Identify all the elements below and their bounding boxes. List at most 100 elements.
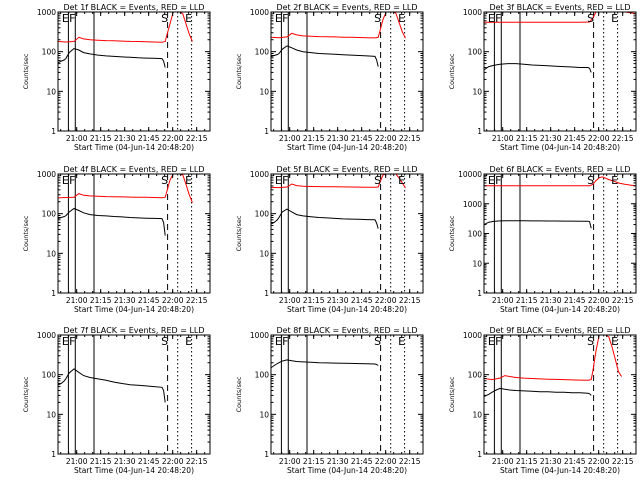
marker-label-s: S [587, 335, 594, 348]
y-axis-label: Counts/sec [22, 53, 30, 89]
y-tick-label: 10 [472, 87, 482, 96]
y-tick-label: 100 [255, 48, 270, 57]
marker-label-f: F [69, 335, 75, 348]
marker-label-s: S [161, 335, 168, 348]
y-tick-label: 10000 [458, 170, 482, 179]
x-tick-label: 22:00 [162, 457, 184, 466]
x-tick-label: 21:15 [303, 457, 325, 466]
series-lld-line [58, 12, 193, 43]
series-events-line [58, 207, 166, 236]
x-tick-label: 22:00 [375, 296, 397, 305]
marker-label-f: F [495, 174, 501, 187]
panel-title: Det 6f BLACK = Events, RED = LLD [489, 165, 630, 174]
x-axis-label: Start Time (04-Jun-14 20:48:20) [500, 143, 620, 152]
panel-data-area [484, 174, 636, 293]
marker-label-e-end: E [611, 174, 618, 187]
y-axis-label: Counts/sec [22, 376, 30, 412]
x-tick-label: 21:00 [279, 457, 301, 466]
x-tick-label: 21:45 [564, 457, 586, 466]
y-tick-label: 10 [259, 249, 269, 258]
series-events-line [271, 45, 379, 67]
series-events-line [271, 208, 379, 229]
y-tick-label: 100 [468, 230, 483, 239]
x-tick-label: 21:15 [90, 134, 112, 143]
y-tick-label: 1000 [37, 331, 56, 340]
x-tick-label: 22:15 [399, 296, 421, 305]
x-tick-label: 22:15 [186, 134, 208, 143]
marker-label-s: S [161, 174, 168, 187]
y-tick-label: 1000 [37, 170, 56, 179]
y-tick-label: 100 [255, 371, 270, 380]
marker-label-e-start: E [488, 335, 495, 348]
x-tick-label: 21:15 [90, 457, 112, 466]
y-tick-label: 1 [51, 127, 56, 136]
x-axis-label: Start Time (04-Jun-14 20:48:20) [287, 305, 407, 314]
x-tick-label: 22:15 [612, 296, 634, 305]
plot-frame [57, 173, 211, 294]
y-tick-label: 10 [46, 410, 56, 419]
plot-frame [57, 11, 211, 132]
x-tick-label: 21:30 [327, 134, 349, 143]
series-events-line [484, 63, 592, 73]
x-tick-label: 21:00 [279, 134, 301, 143]
marker-label-e-end: E [611, 335, 618, 348]
y-tick-label: 1 [264, 450, 269, 459]
panel-title: Det 3f BLACK = Events, RED = LLD [489, 3, 630, 12]
marker-label-s: S [587, 12, 594, 25]
plot-frame [483, 11, 637, 132]
marker-label-e-start: E [275, 12, 282, 25]
x-tick-label: 22:00 [375, 457, 397, 466]
y-tick-label: 1000 [37, 8, 56, 17]
x-tick-label: 21:00 [492, 134, 514, 143]
panel-title: Det 5f BLACK = Events, RED = LLD [276, 165, 417, 174]
panel-title: Det 7f BLACK = Events, RED = LLD [63, 326, 204, 335]
x-tick-label: 22:15 [612, 457, 634, 466]
panel-data-area [271, 335, 406, 454]
panel-data-area [271, 174, 406, 293]
x-tick-label: 21:45 [138, 134, 160, 143]
plot-frame [270, 173, 424, 294]
x-tick-label: 21:00 [66, 457, 88, 466]
x-tick-label: 21:15 [303, 134, 325, 143]
y-tick-label: 1 [264, 289, 269, 298]
y-axis-label: Counts/sec [235, 376, 243, 412]
x-tick-label: 22:15 [399, 134, 421, 143]
y-tick-label: 1 [477, 450, 482, 459]
y-tick-label: 1000 [250, 331, 269, 340]
y-tick-label: 1000 [463, 331, 482, 340]
y-tick-label: 1000 [463, 200, 482, 209]
x-tick-label: 22:15 [399, 457, 421, 466]
plot-frame [483, 334, 637, 455]
y-tick-label: 10 [46, 87, 56, 96]
panel-data-area [58, 174, 193, 293]
series-lld-line [58, 174, 193, 203]
x-tick-label: 21:00 [66, 296, 88, 305]
panel-data-area [484, 335, 623, 454]
series-lld-line [271, 12, 406, 39]
x-axis-label: Start Time (04-Jun-14 20:48:20) [74, 466, 194, 475]
marker-label-e-end: E [185, 335, 192, 348]
marker-label-f: F [282, 12, 288, 25]
x-tick-label: 21:30 [327, 296, 349, 305]
y-tick-label: 1000 [250, 8, 269, 17]
x-tick-label: 21:15 [516, 296, 538, 305]
marker-label-e-start: E [488, 174, 495, 187]
plot-frame [270, 334, 424, 455]
marker-label-e-start: E [62, 174, 69, 187]
y-tick-label: 100 [468, 371, 483, 380]
x-tick-label: 21:45 [564, 296, 586, 305]
x-tick-label: 21:30 [114, 296, 136, 305]
panel-data-area [58, 335, 210, 454]
x-tick-label: 22:15 [186, 296, 208, 305]
x-tick-label: 21:15 [516, 457, 538, 466]
panel-data-area [271, 12, 406, 131]
marker-label-s: S [161, 12, 168, 25]
x-tick-label: 21:00 [279, 296, 301, 305]
